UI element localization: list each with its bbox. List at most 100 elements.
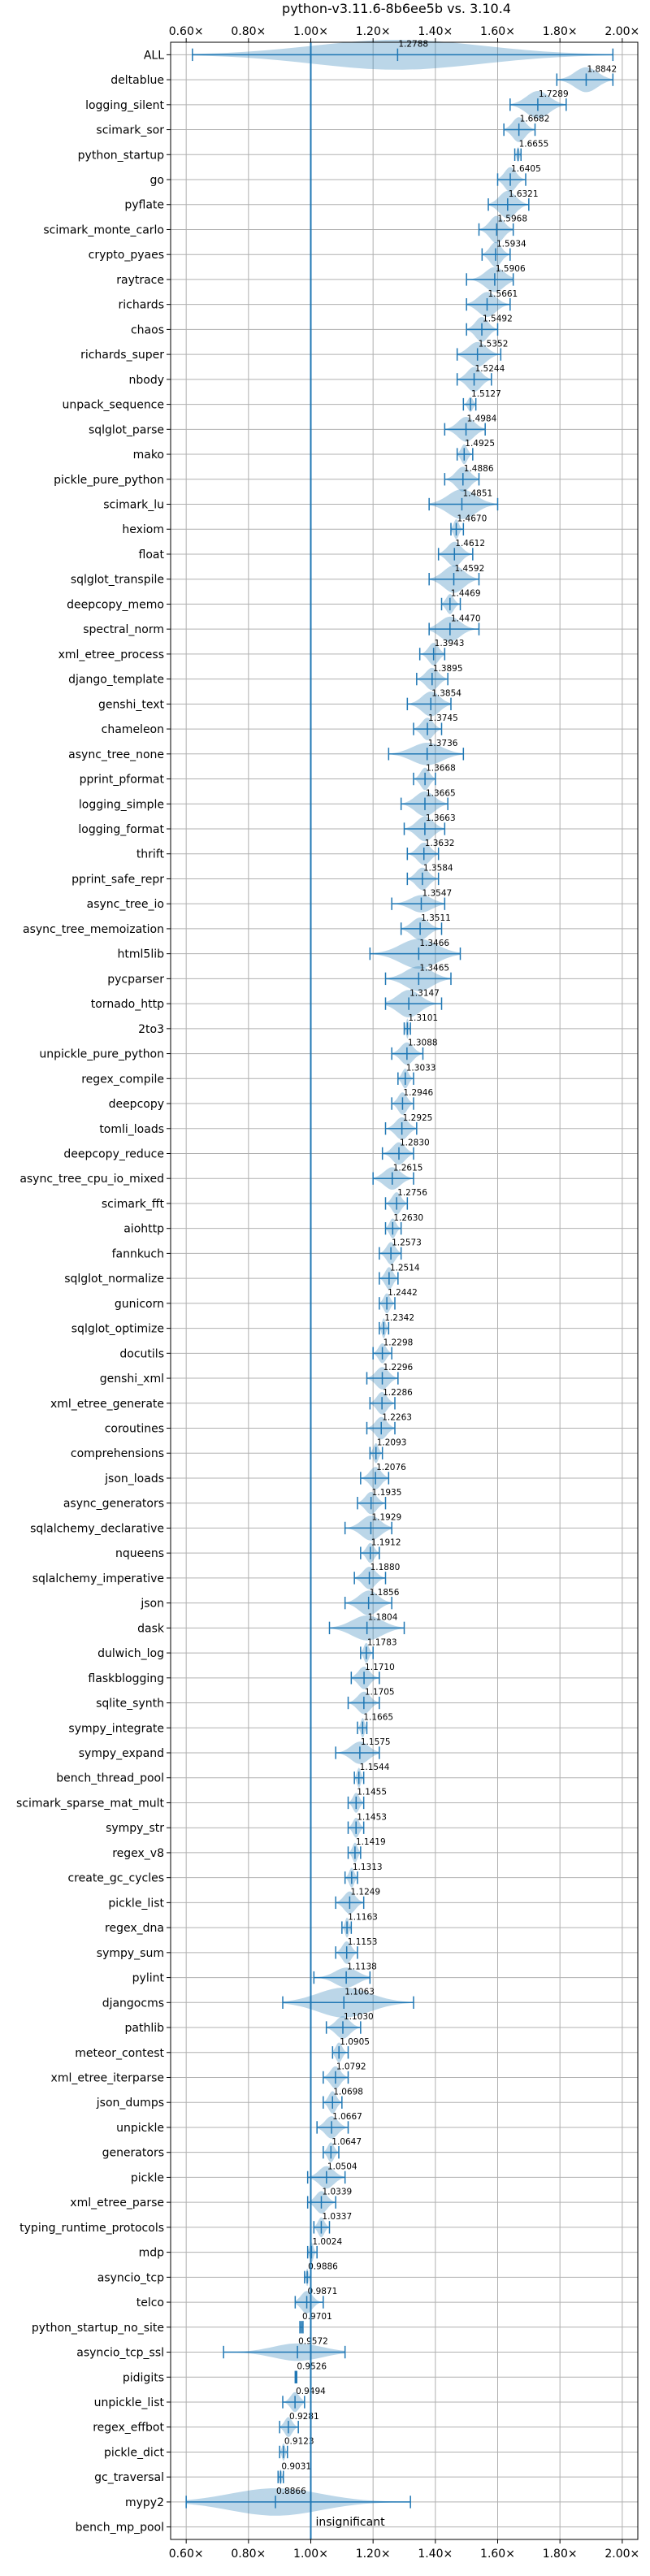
category-label: pathlib [125, 2022, 165, 2035]
median-value-label: 1.5906 [496, 264, 526, 274]
category-label: pickle_pure_python [54, 474, 164, 487]
category-label: regex_v8 [112, 1847, 164, 1860]
category-label: unpickle_list [94, 2396, 165, 2409]
x-tick-label-top: 1.00× [293, 25, 328, 38]
category-label: unpickle_pure_python [39, 1048, 164, 1061]
category-label: chameleon [102, 723, 164, 736]
category-label: pickle_list [108, 1897, 164, 1910]
median-value-label: 1.5127 [471, 389, 501, 399]
median-value-label: 1.4592 [455, 564, 485, 574]
median-value-label: 1.6405 [511, 164, 541, 174]
insignificant-annotation: insignificant [316, 2516, 386, 2529]
median-value-label: 1.0504 [327, 2162, 358, 2172]
median-value-label: 1.2830 [400, 1138, 430, 1148]
median-value-label: 1.4612 [455, 539, 485, 549]
median-value-label: 1.0792 [336, 2062, 366, 2072]
category-label: sympy_str [106, 1822, 164, 1835]
median-value-label: 1.6655 [519, 139, 549, 149]
category-label: genshi_text [98, 698, 165, 711]
median-value-label: 1.5492 [483, 314, 513, 324]
category-label: regex_dna [105, 1922, 164, 1935]
x-tick-label-bottom: 1.80× [543, 2548, 578, 2561]
median-value-label: 1.2342 [384, 1313, 414, 1323]
category-label: genshi_xml [100, 1373, 164, 1386]
median-value-label: 1.5968 [497, 215, 527, 224]
category-label: sqlglot_parse [89, 423, 164, 436]
median-value-label: 0.9031 [281, 2461, 311, 2471]
median-value-label: 1.0667 [332, 2112, 362, 2122]
median-value-label: 1.1138 [347, 1962, 377, 1972]
median-value-label: 1.1856 [370, 1588, 400, 1598]
median-value-label: 1.3088 [408, 1039, 438, 1048]
median-value-label: 1.3663 [426, 813, 456, 823]
median-value-label: 1.2442 [388, 1288, 418, 1298]
median-value-label: 1.1710 [365, 1663, 395, 1672]
median-value-label: 1.3943 [435, 639, 465, 648]
median-value-label: 1.0698 [333, 2087, 363, 2097]
category-label: tornado_http [91, 998, 164, 1011]
category-label: meteor_contest [75, 2047, 164, 2060]
category-label: sqlglot_optimize [72, 1323, 164, 1336]
category-label: pickle [131, 2171, 164, 2184]
median-value-label: 1.3745 [428, 713, 458, 723]
category-label: deltablue [110, 74, 164, 87]
category-label: crypto_pyaes [89, 249, 164, 262]
category-label: generators [102, 2147, 164, 2160]
median-value-label: 1.5244 [475, 364, 505, 374]
x-tick-label-top: 1.80× [543, 25, 578, 38]
grid-layer [171, 42, 638, 2539]
category-label: nbody [129, 374, 165, 387]
category-label: flaskblogging [88, 1672, 164, 1685]
category-label: regex_compile [81, 1073, 164, 1086]
median-value-label: 1.2925 [403, 1113, 433, 1123]
median-value-label: 1.3632 [425, 839, 455, 848]
median-value-label: 1.3895 [433, 664, 463, 674]
x-tick-label-bottom: 1.60× [480, 2548, 515, 2561]
category-label: go [150, 174, 164, 187]
category-label: gunicorn [115, 1298, 164, 1311]
category-label: deepcopy_memo [67, 598, 164, 611]
category-label: scimark_sor [96, 124, 164, 137]
x-tick-label-top: 1.20× [356, 25, 391, 38]
category-label: sqlalchemy_declarative [30, 1522, 164, 1535]
x-tick-label-bottom: 2.00× [604, 2548, 639, 2561]
category-label: python_startup [78, 149, 164, 162]
category-label: pycparser [107, 973, 164, 986]
category-label: logging_format [78, 823, 164, 836]
category-label: unpack_sequence [63, 399, 164, 412]
category-label: json_loads [104, 1472, 164, 1485]
median-value-label: 1.1929 [371, 1513, 401, 1523]
category-label: bench_thread_pool [56, 1772, 164, 1785]
median-value-label: 1.2514 [390, 1263, 420, 1273]
category-label: hexiom [122, 523, 164, 536]
median-value-label: 0.9123 [284, 2437, 314, 2447]
category-label: scimark_monte_carlo [43, 223, 164, 236]
median-value-label: 1.0339 [322, 2187, 352, 2197]
median-value-label: 1.1804 [368, 1613, 398, 1623]
median-value-label: 1.1453 [357, 1812, 387, 1822]
category-label: sqlalchemy_imperative [32, 1572, 164, 1585]
category-label: pprint_pformat [80, 774, 165, 787]
axes-layer: 0.60× 0.60× 0.80× 0.80× 1.00× 1.00× 1.20× 1.20×… [16, 25, 639, 2561]
median-value-label: 1.2296 [384, 1363, 414, 1373]
category-label: scimark_fft [102, 1198, 165, 1211]
category-label: pylint [132, 1972, 165, 1985]
median-value-label: 1.0337 [322, 2212, 352, 2222]
median-value-label: 1.1455 [357, 1788, 387, 1798]
median-value-label: 1.2263 [382, 1413, 412, 1423]
median-value-label: 1.3465 [419, 964, 449, 974]
median-value-label: 0.9526 [297, 2361, 327, 2371]
category-label: python_startup_no_site [32, 2322, 164, 2335]
category-label: xml_etree_process [58, 648, 164, 661]
category-label: async_tree_none [68, 748, 164, 761]
category-label: aiohttp [124, 1223, 164, 1236]
category-label: pickle_dict [104, 2446, 165, 2459]
category-label: xml_etree_parse [70, 2197, 164, 2210]
median-value-label: 1.5934 [496, 239, 526, 249]
x-tick-label-top: 0.80× [231, 25, 266, 38]
x-tick-label-bottom: 0.60× [169, 2548, 204, 2561]
category-label: bench_mp_pool [76, 2522, 164, 2535]
category-label: xml_etree_iterparse [51, 2071, 164, 2084]
violin-layer: 1.2788 1.8842 1.7289 1.6682 1.6655 1.6405 1.63… [185, 40, 617, 2539]
category-label: mypy2 [125, 2496, 164, 2509]
